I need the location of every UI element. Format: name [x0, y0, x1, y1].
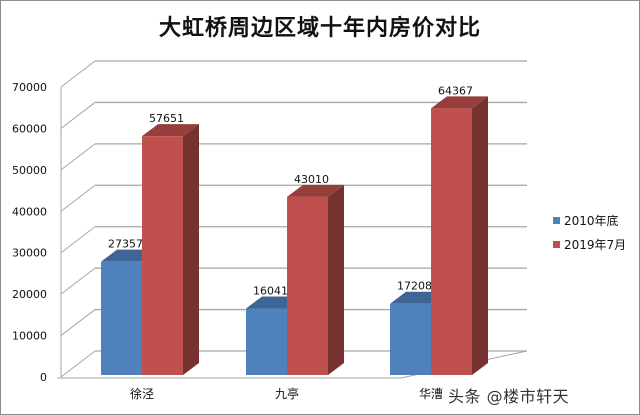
y-tick-label: 40000 — [12, 205, 47, 218]
data-label: 64367 — [438, 84, 473, 97]
bar-side — [328, 184, 344, 375]
x-category-label: 徐泾 — [130, 386, 154, 401]
bar-group-2: 17208 64367 — [390, 84, 488, 375]
bar — [101, 261, 142, 375]
bar-top — [142, 124, 199, 137]
y-tick-label: 50000 — [12, 164, 47, 177]
bar-group-1: 16041 43010 — [246, 173, 344, 375]
watermark: 头条 @楼市轩天 — [448, 387, 570, 406]
x-category-label: 九亭 — [275, 386, 299, 401]
y-tick-label: 30000 — [12, 247, 47, 260]
chart-title: 大虹桥周边区域十年内房价对比 — [158, 15, 481, 41]
bar-side — [472, 96, 488, 375]
legend-swatch-icon — [553, 240, 560, 248]
bar — [142, 136, 183, 375]
legend-label: 2019年7月 — [564, 237, 627, 252]
bar — [431, 108, 472, 375]
legend-item-2019: 2019年7月 — [553, 232, 626, 256]
bar — [287, 196, 328, 375]
y-tick-label: 0 — [40, 371, 47, 384]
data-label: 57651 — [149, 112, 184, 125]
legend-swatch-icon — [553, 216, 560, 224]
bar-top — [431, 96, 488, 109]
data-label: 17208 — [397, 280, 432, 293]
data-label: 27357 — [108, 238, 143, 251]
bar-side — [183, 124, 199, 375]
bar — [390, 303, 431, 375]
data-label: 16041 — [253, 285, 288, 298]
x-category-label: 华漕 — [419, 387, 443, 401]
y-tick-label: 60000 — [12, 122, 47, 135]
legend: 2010年底 2019年7月 — [553, 208, 626, 256]
data-label: 43010 — [294, 173, 329, 186]
y-tick-label: 70000 — [12, 81, 47, 94]
y-tick-label: 20000 — [12, 288, 47, 301]
bar-group-0: 27357 57651 — [101, 112, 199, 375]
legend-label: 2010年底 — [564, 213, 619, 228]
y-tick-label: 10000 — [12, 330, 47, 343]
bar-top — [287, 184, 344, 197]
legend-item-2010: 2010年底 — [553, 208, 626, 232]
bar — [246, 308, 287, 375]
